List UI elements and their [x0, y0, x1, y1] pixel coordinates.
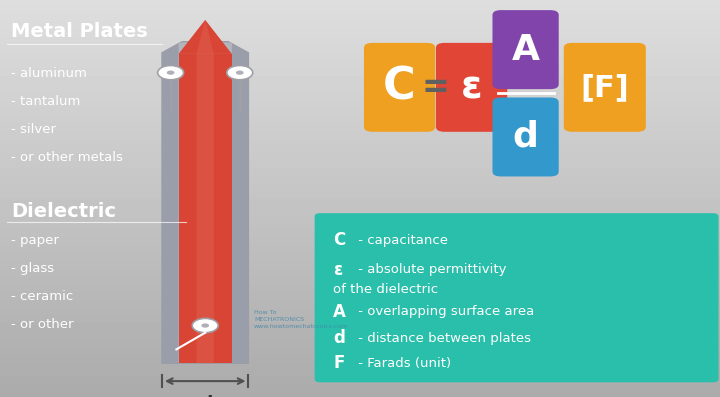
Polygon shape: [162, 42, 248, 363]
Text: d: d: [199, 395, 212, 397]
Text: A: A: [333, 303, 346, 321]
Text: [F]: [F]: [580, 73, 629, 102]
Text: ε: ε: [333, 261, 343, 279]
FancyBboxPatch shape: [315, 213, 719, 382]
Text: How To
MECHATRONICS
www.howtomechatronics.com: How To MECHATRONICS www.howtomechatronic…: [254, 310, 348, 329]
Text: d: d: [333, 329, 345, 347]
Text: Metal Plates: Metal Plates: [11, 22, 148, 41]
Circle shape: [202, 324, 209, 328]
Text: - paper: - paper: [11, 234, 58, 247]
Polygon shape: [228, 42, 248, 363]
Text: =: =: [422, 71, 449, 104]
Text: - or other: - or other: [11, 318, 73, 331]
Text: C: C: [383, 66, 416, 109]
FancyBboxPatch shape: [492, 10, 559, 89]
Text: C: C: [333, 231, 346, 249]
Circle shape: [192, 318, 218, 333]
Text: Dielectric: Dielectric: [11, 202, 116, 222]
Text: A: A: [512, 33, 539, 67]
FancyBboxPatch shape: [436, 43, 507, 132]
Polygon shape: [179, 54, 232, 363]
Text: - glass: - glass: [11, 262, 54, 275]
Circle shape: [227, 66, 253, 80]
Text: - silver: - silver: [11, 123, 56, 136]
Circle shape: [236, 71, 243, 75]
Text: of the dielectric: of the dielectric: [333, 283, 438, 295]
Text: - absolute permittivity: - absolute permittivity: [354, 264, 506, 276]
Text: - tantalum: - tantalum: [11, 95, 80, 108]
Text: - aluminum: - aluminum: [11, 67, 86, 81]
Polygon shape: [197, 20, 214, 363]
Text: ε: ε: [461, 68, 482, 106]
Text: - ceramic: - ceramic: [11, 290, 73, 303]
Text: - overlapping surface area: - overlapping surface area: [354, 305, 534, 318]
Text: - or other metals: - or other metals: [11, 151, 122, 164]
Polygon shape: [179, 20, 232, 54]
Text: F: F: [333, 354, 345, 372]
Polygon shape: [162, 42, 182, 363]
Circle shape: [167, 71, 174, 75]
Text: - distance between plates: - distance between plates: [354, 332, 531, 345]
Text: d: d: [513, 120, 539, 154]
Circle shape: [158, 66, 184, 80]
Polygon shape: [228, 42, 232, 47]
FancyBboxPatch shape: [564, 43, 646, 132]
Polygon shape: [179, 42, 182, 47]
Text: - capacitance: - capacitance: [354, 234, 448, 247]
FancyBboxPatch shape: [492, 98, 559, 176]
Text: - Farads (unit): - Farads (unit): [354, 357, 451, 370]
FancyBboxPatch shape: [364, 43, 435, 132]
